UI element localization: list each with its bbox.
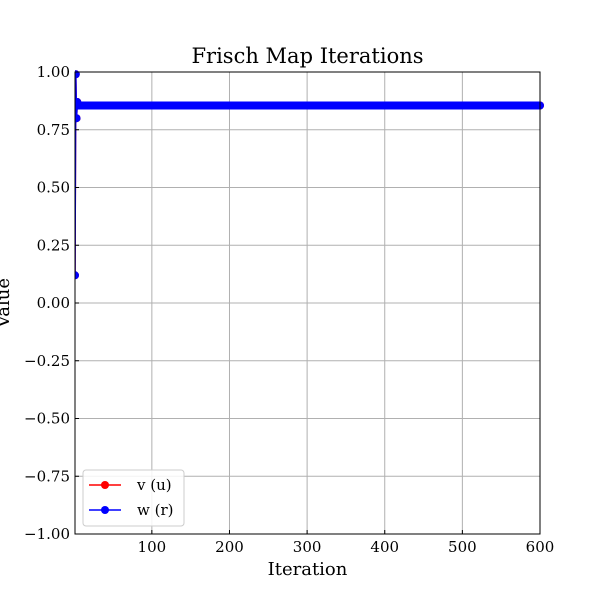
x-tick-label: 300 bbox=[293, 538, 322, 556]
y-tick-label: −0.25 bbox=[24, 352, 70, 370]
x-tick-label: 500 bbox=[448, 538, 477, 556]
x-tick-label: 400 bbox=[370, 538, 399, 556]
y-tick-label: 1.00 bbox=[37, 63, 70, 81]
y-tick-label: −0.50 bbox=[24, 410, 70, 428]
x-tick-label: 200 bbox=[215, 538, 244, 556]
y-axis-label: Value bbox=[0, 278, 14, 329]
y-tick-label: −1.00 bbox=[24, 525, 70, 543]
chart-title: Frisch Map Iterations bbox=[191, 44, 423, 68]
legend: v (u) w (r) bbox=[82, 469, 185, 527]
legend-label: v (u) bbox=[136, 476, 172, 494]
series-markers-2 bbox=[75, 70, 544, 280]
y-tick-label: −0.75 bbox=[24, 467, 70, 485]
y-tick-label: 0.00 bbox=[37, 294, 70, 312]
legend-label: w (r) bbox=[137, 501, 173, 519]
data-point bbox=[75, 114, 81, 123]
axis-ticks: −1.00 −0.75 −0.50 −0.25 0.00 0.25 0.50 0.75 1.00… bbox=[24, 63, 554, 556]
x-tick-label: 600 bbox=[526, 538, 555, 556]
x-tick-label: 100 bbox=[138, 538, 167, 556]
legend-marker bbox=[101, 506, 109, 514]
legend-marker bbox=[101, 481, 109, 489]
series-layer bbox=[75, 70, 544, 280]
x-axis-label: Iteration bbox=[268, 559, 348, 580]
data-point bbox=[75, 271, 79, 280]
y-tick-label: 0.25 bbox=[37, 236, 70, 254]
y-tick-label: 0.50 bbox=[37, 179, 70, 197]
y-tick-label: 0.75 bbox=[37, 121, 70, 139]
